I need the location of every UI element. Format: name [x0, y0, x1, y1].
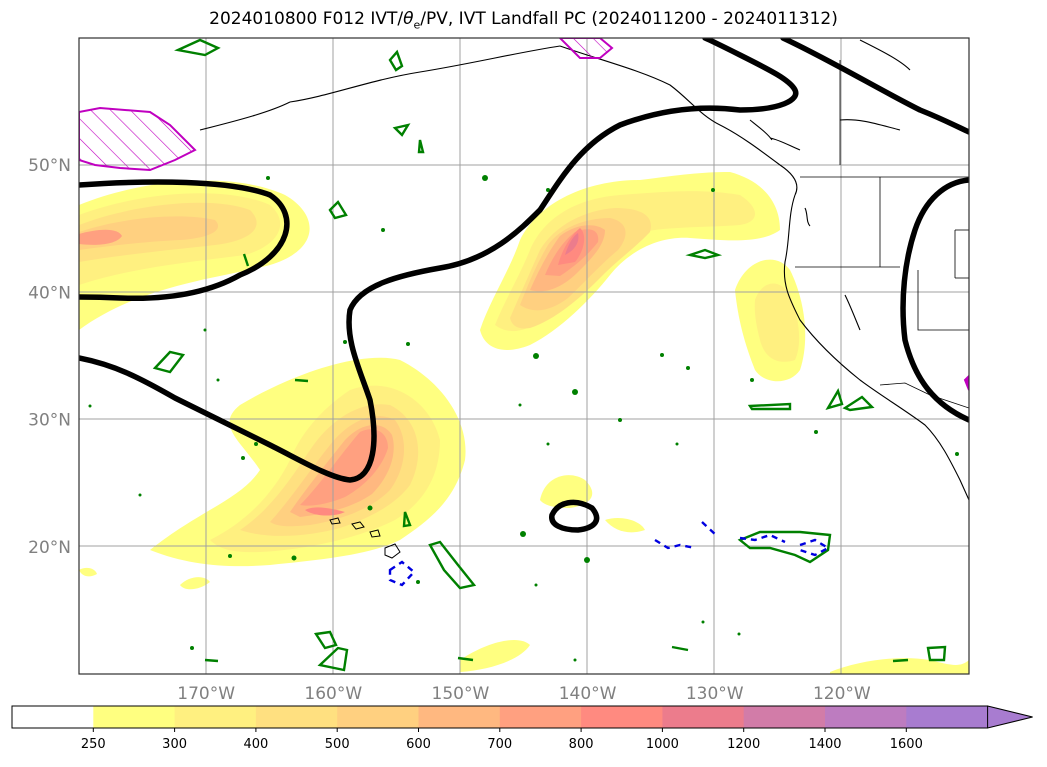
theta-subscript: e	[413, 18, 421, 32]
ivt-plume-central	[480, 172, 780, 350]
colorbar: 250 300 400 500 600 700 800 1000 1200 1400 1600	[11, 705, 1033, 752]
y-tick-label: 40°N	[28, 283, 71, 303]
colorbar-segment	[418, 706, 501, 728]
pv-contours-blue	[388, 521, 831, 587]
colorbar-segment	[12, 706, 94, 728]
gridlines	[79, 38, 969, 674]
y-tick-label: 30°N	[28, 411, 71, 431]
pv-contours-green	[152, 38, 947, 672]
x-tick-label: 120°W	[813, 684, 871, 704]
map-frame	[78, 37, 970, 675]
colorbar-tick-label: 600	[406, 737, 431, 752]
colorbar-segment	[825, 706, 907, 728]
x-tick-label: 150°W	[432, 684, 490, 704]
y-tick-label: 20°N	[28, 538, 71, 558]
colorbar-tick-label: 1000	[646, 737, 679, 752]
ivt-plume-west	[79, 180, 310, 330]
x-tick-label: 140°W	[559, 684, 617, 704]
chart-title: 2024010800 F012 IVT/θe/PV, IVT Landfall …	[0, 9, 1047, 31]
x-ticks: 170°W 160°W 150°W 140°W 130°W 120°W	[177, 684, 871, 704]
title-suffix: /PV, IVT Landfall PC (2024011200 - 20240…	[420, 9, 838, 29]
colorbar-segment	[662, 706, 745, 728]
colorbar-tick-label: 250	[81, 737, 106, 752]
colorbar-segment	[174, 706, 257, 728]
theta-symbol: θ	[403, 9, 414, 29]
x-tick-label: 130°W	[686, 684, 744, 704]
ivt-plume-coastal	[735, 259, 806, 382]
y-ticks: 50°N 40°N 30°N 20°N	[28, 156, 71, 558]
x-tick-label: 160°W	[304, 684, 362, 704]
colorbar-segment	[499, 706, 582, 728]
theta-e-contours	[79, 38, 969, 533]
ivt-small-patches	[79, 475, 969, 674]
colorbar-segment	[93, 706, 176, 728]
colorbar-tick-label: 500	[325, 737, 350, 752]
colorbar-segment	[337, 706, 419, 728]
theta-e-hatched	[79, 38, 969, 391]
colorbar-tick-label: 800	[569, 737, 594, 752]
colorbar-tick-label: 1200	[727, 737, 760, 752]
colorbar-extend-arrow	[987, 705, 1033, 729]
x-tick-label: 170°W	[177, 684, 235, 704]
colorbar-tick-label: 700	[487, 737, 512, 752]
colorbar-segment	[581, 706, 663, 728]
colorbar-segment	[255, 706, 338, 728]
y-tick-label: 50°N	[28, 156, 71, 176]
colorbar-tick-label: 400	[243, 737, 268, 752]
pv-dots-green	[88, 175, 959, 662]
coastlines	[199, 39, 969, 501]
colorbar-tick-label: 300	[162, 737, 187, 752]
title-prefix: 2024010800 F012 IVT/	[209, 9, 404, 29]
hawaii-islands	[329, 517, 401, 559]
colorbar-tick-label: 1400	[808, 737, 841, 752]
colorbar-segment	[906, 706, 989, 728]
colorbar-segment	[743, 706, 826, 728]
colorbar-tick-label: 1600	[890, 737, 923, 752]
political-borders	[795, 60, 969, 409]
